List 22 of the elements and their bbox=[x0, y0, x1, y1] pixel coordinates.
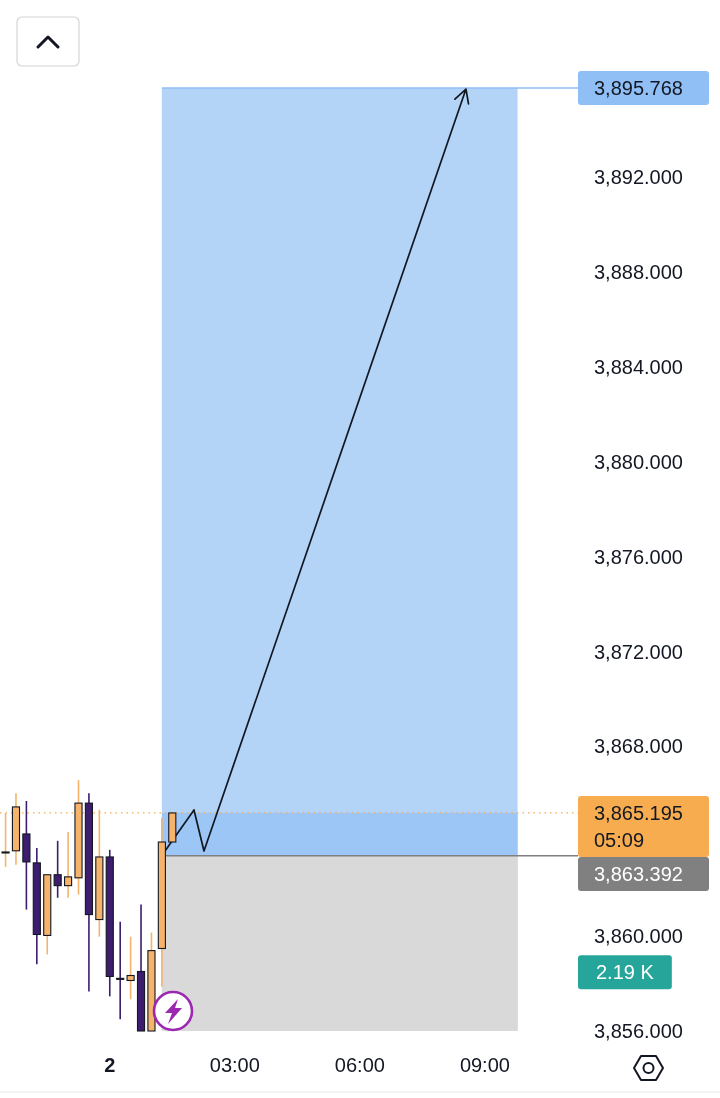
y-tick-label: 3,876.000 bbox=[594, 545, 683, 568]
candlestick bbox=[53, 840, 62, 899]
ref-line-label: 3,865.195 05:09 bbox=[594, 801, 683, 851]
y-tick-label: 3,868.000 bbox=[594, 735, 683, 758]
candlestick bbox=[116, 920, 125, 1020]
ref-line-label: 3,895.768 bbox=[594, 77, 683, 99]
x-tick-label: 2 bbox=[104, 1054, 116, 1076]
x-tick-label: 03:00 bbox=[209, 1054, 260, 1076]
y-tick-label: 3,888.000 bbox=[594, 261, 683, 284]
text: 2.19 K bbox=[596, 961, 655, 984]
ref-line-label: 3,863.392 bbox=[594, 862, 683, 885]
y-tick-label: 3,892.000 bbox=[594, 166, 683, 189]
x-tick-label: 06:00 bbox=[334, 1054, 385, 1076]
candlestick bbox=[126, 935, 135, 1001]
x-tick-label: 09:00 bbox=[459, 1054, 510, 1076]
y-tick-label: 3,856.000 bbox=[594, 1020, 683, 1042]
y-tick-label: 3,872.000 bbox=[594, 640, 683, 663]
y-tick-label: 3,860.000 bbox=[594, 925, 683, 948]
candlestick bbox=[1, 812, 10, 868]
candlestick bbox=[63, 831, 73, 899]
y-tick-label: 3,880.000 bbox=[594, 450, 683, 473]
y-tick-label: 3,884.000 bbox=[594, 356, 683, 379]
